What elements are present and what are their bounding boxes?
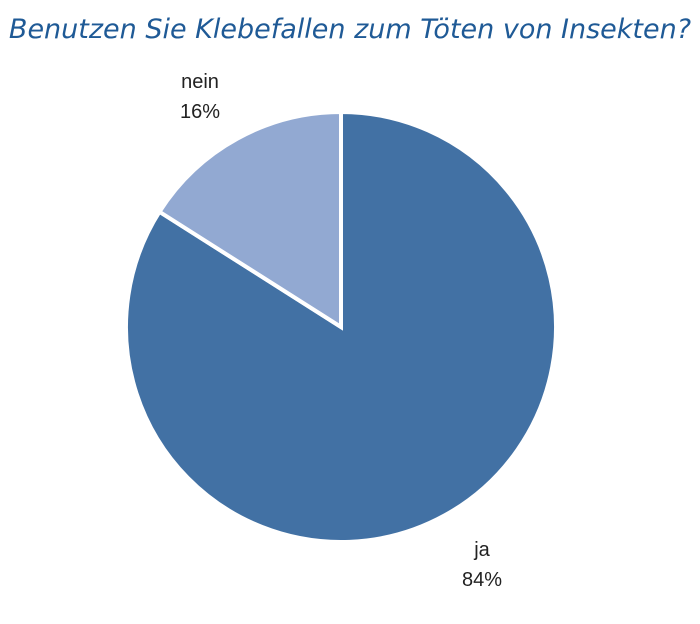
chart-title: Benutzen Sie Klebefallen zum Töten von I… (8, 14, 692, 45)
pie-slice-ja (124, 109, 558, 544)
pie-slices (124, 109, 558, 544)
slice-category-label-ja: ja (473, 539, 490, 561)
pie-labels: ja 84% nein 16% (180, 71, 502, 591)
pie-slice-nein (156, 109, 343, 331)
slice-value-label-ja: 84% (462, 569, 502, 591)
slice-category-label-nein: nein (181, 71, 219, 93)
slice-value-label-nein: 16% (180, 101, 220, 123)
